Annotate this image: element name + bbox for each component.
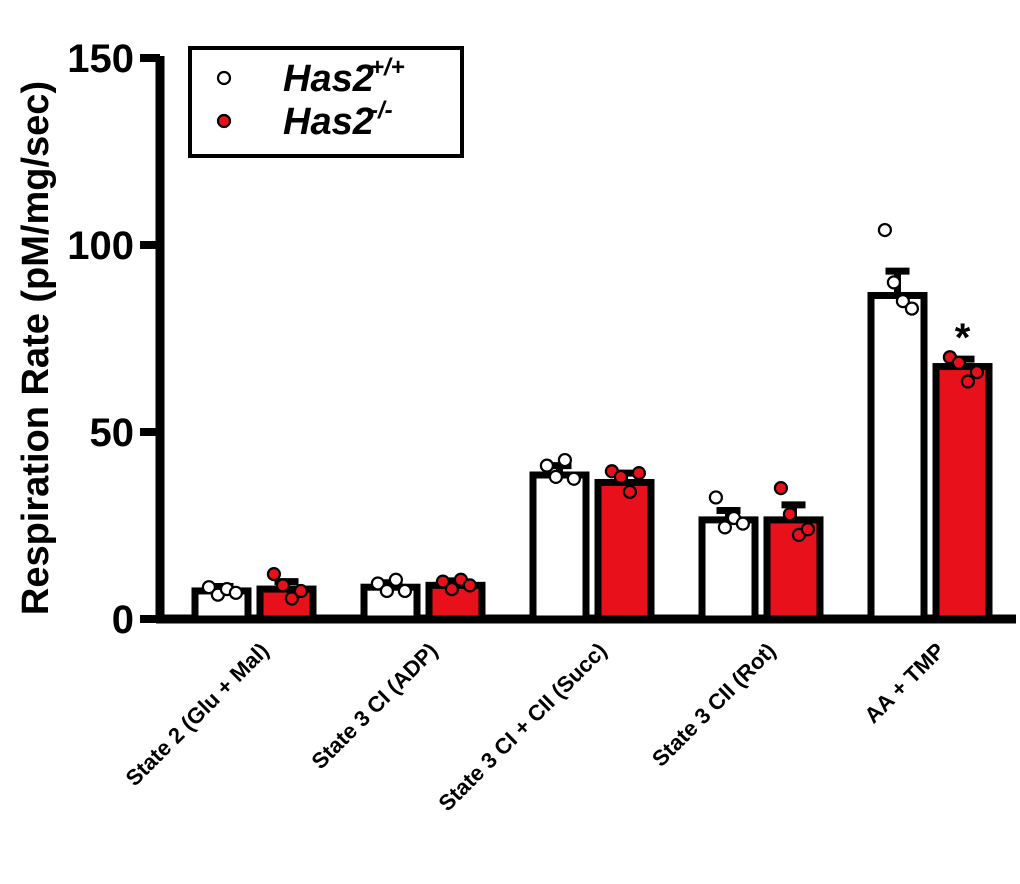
x-tick-label: State 3 CI (ADP) [306, 638, 442, 774]
y-tick-label: 50 [90, 411, 135, 455]
data-point [717, 520, 733, 535]
data-point [800, 522, 816, 537]
bar-wildtype-2 [529, 471, 590, 623]
legend-superscript: -/- [370, 97, 393, 124]
bars [191, 267, 993, 623]
data-point [228, 585, 243, 600]
data-point [370, 576, 385, 591]
data-point [895, 294, 911, 309]
data-point [735, 516, 751, 531]
legend-marker [216, 113, 232, 129]
data-point [951, 355, 967, 370]
data-point [622, 484, 638, 499]
data-point [960, 374, 976, 389]
data-point [444, 581, 459, 597]
data-point [782, 507, 798, 522]
data-point [284, 591, 299, 606]
y-axis-label: Respiration Rate (pM/mg/sec) [15, 81, 57, 615]
data-point [886, 275, 902, 290]
data-point [708, 490, 724, 505]
data-point [462, 578, 477, 593]
data-point [379, 583, 394, 599]
y-tick-label: 100 [67, 224, 134, 268]
data-point [557, 452, 573, 468]
legend-label: Has2 [283, 101, 374, 143]
x-tick-label: State 2 (Glu + Mal) [121, 638, 274, 791]
legend-box [188, 46, 464, 158]
data-point [435, 574, 450, 589]
data-point [388, 572, 403, 587]
x-tick-label: State 3 CI + CII (Succ) [433, 638, 611, 816]
y-tick-label: 0 [112, 598, 134, 642]
bar-knockout-2 [594, 478, 655, 623]
bar-wildtype-3 [698, 516, 759, 623]
y-tick-label: 150 [67, 37, 134, 81]
data-point [877, 222, 893, 238]
data-point [266, 567, 281, 582]
bar-wildtype-4 [867, 291, 928, 623]
data-point [566, 471, 582, 486]
data-point [275, 578, 290, 593]
data-point [613, 469, 629, 484]
data-point [548, 469, 564, 484]
legend-superscript: +/+ [370, 54, 405, 81]
data-point [969, 365, 985, 380]
legend-label: Has2 [283, 58, 374, 100]
x-tick-label: State 3 CII (Rot) [647, 638, 780, 771]
significance-marker: * [955, 316, 971, 360]
data-point [201, 580, 216, 595]
data-point [904, 301, 920, 316]
x-tick-label: AA + TMP [859, 638, 949, 728]
data-point [397, 583, 412, 599]
data-point [773, 481, 789, 496]
data-points [201, 222, 985, 606]
legend-marker [216, 70, 232, 86]
legend: Has2+/+Has2-/- [188, 46, 464, 158]
bar-knockout-4 [932, 363, 993, 623]
data-point [539, 458, 555, 473]
data-point [293, 583, 308, 599]
data-point [631, 466, 647, 481]
